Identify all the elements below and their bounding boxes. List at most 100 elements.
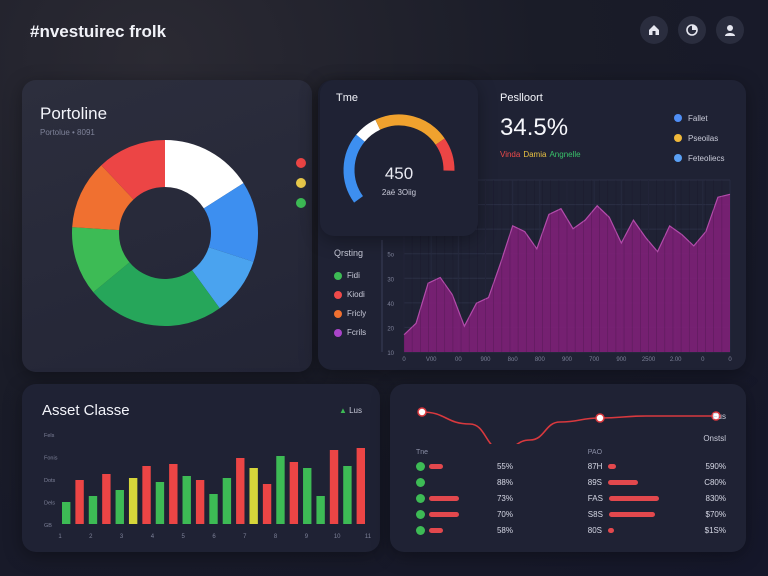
area-x-tick: 900	[480, 357, 491, 363]
performance-legend-swatch	[674, 114, 682, 122]
growth-item-1: Fidi	[334, 266, 366, 285]
line-table-card: Fus Onstsl Tne PAO 55% 87H 590% 88% 89S C80% 7…	[390, 384, 746, 552]
growth-title: Qrsting	[334, 248, 364, 258]
gauge-segment-3	[375, 114, 445, 145]
table-col-1: Tne	[416, 448, 429, 456]
area-x-tick: 8o0	[508, 357, 519, 363]
table-col-3: PAO	[587, 448, 603, 456]
asset-bar-19	[303, 468, 312, 524]
growth-label: Fricly	[347, 309, 367, 318]
trend-point-2	[595, 413, 605, 423]
area-x-tick: 2500	[642, 357, 656, 363]
asset-legend: ▲ Lus	[339, 406, 362, 415]
portfolio-card: Portoline Portolue • 8091	[22, 80, 312, 372]
row-status-dot	[416, 493, 425, 503]
asset-bar-20	[316, 496, 325, 524]
area-fill	[404, 194, 730, 352]
holdings-table: Tne PAO 55% 87H 590% 88% 89S C80% 73% FAS 830% 70…	[416, 446, 726, 538]
trend-line	[421, 411, 716, 444]
row-cell-bar	[416, 461, 497, 471]
growth-swatch	[334, 328, 342, 337]
performance-value: 34.5%	[500, 114, 569, 141]
asset-bar-18	[289, 462, 299, 524]
mini-legend-item-1: Vinda	[500, 150, 521, 159]
line-legend: Fus Onstsl	[703, 406, 726, 450]
row-cell-value: $70%	[705, 509, 726, 519]
row-bar-a	[429, 527, 443, 533]
line-legend-bottom: Onstsl	[703, 434, 726, 443]
bar-x-tick: 8	[274, 534, 278, 540]
bar-x-tick: 1	[58, 534, 62, 540]
row-bar-a	[429, 463, 443, 469]
bar-y-tick: Fonis	[44, 456, 58, 462]
growth-label: Fidi	[347, 271, 360, 280]
row-cell-code: 87H	[588, 462, 687, 471]
asset-class-card: Asset Classe ▲ Lus Fels Fonis Dots Dels GB 1 2…	[22, 384, 380, 552]
asset-bar-5	[115, 490, 124, 524]
gauge-title: Tme	[336, 92, 358, 104]
gauge-card: Tme 450 2aë 3Oiig	[320, 80, 478, 236]
table-header: Tne PAO	[416, 446, 726, 458]
asset-bar-16	[262, 484, 272, 524]
mini-legend-item-3: Angnelle	[549, 150, 581, 159]
donut-slice-2	[203, 183, 258, 262]
row-cell-value: 590%	[705, 461, 726, 471]
performance-legend-item-3: Feteoliecs	[674, 148, 724, 168]
bar-x-tick: 5	[182, 534, 186, 540]
performance-legend-label: Pseoilas	[688, 133, 719, 143]
row-bar-c	[608, 463, 617, 469]
trend-line-chart	[417, 407, 721, 444]
portfolio-legend-dot-1	[296, 158, 306, 168]
row-code-text: 89S	[587, 477, 603, 487]
row-cell-percent: 55%	[496, 461, 513, 471]
table-row: 58% 80S $1S%	[416, 522, 726, 538]
row-status-dot	[416, 477, 425, 487]
row-cell-bar	[416, 493, 497, 503]
gauge-segment-4	[435, 138, 455, 171]
asset-bar-21	[329, 450, 339, 524]
growth-item-4: Fcrils	[334, 323, 366, 342]
performance-mini-legend: Vinda Damia Angnelle	[500, 150, 584, 159]
asset-legend-label: Lus	[349, 406, 362, 415]
row-bar-c	[608, 479, 639, 485]
asset-bar-13	[222, 478, 232, 524]
row-cell-code: FAS	[588, 494, 687, 503]
area-x-tick: 00	[455, 357, 462, 363]
row-status-dot	[416, 461, 425, 471]
performance-legend: Fallet Pseoilas Feteoliecs	[674, 108, 724, 168]
row-cell-percent: 88%	[496, 477, 513, 487]
bar-y-tick: Dels	[44, 501, 55, 507]
donut-slice-1	[165, 140, 244, 209]
asset-bar-17	[276, 456, 285, 524]
asset-bar-chart: Fels Fonis Dots Dels GB 1 2 3 4 5 6 7 8 9 10 11	[44, 433, 372, 540]
row-bar-c	[608, 527, 615, 533]
gauge-segment-1	[343, 134, 365, 203]
growth-label: Fcrils	[347, 328, 367, 337]
area-x-tick: 0	[402, 357, 406, 363]
growth-label: Kiodi	[347, 290, 365, 299]
bar-x-tick: 9	[305, 534, 309, 540]
portfolio-title: Portoline	[40, 104, 108, 123]
area-line	[403, 193, 731, 336]
row-cell-percent: 73%	[496, 493, 513, 503]
asset-bar-8	[155, 482, 165, 524]
chart-icon[interactable]	[678, 16, 706, 44]
table-row: 73% FAS 830%	[416, 490, 726, 506]
row-bar-a	[429, 511, 459, 517]
user-icon[interactable]	[716, 16, 744, 44]
growth-swatch	[334, 290, 342, 299]
table-row: 88% 89S C80%	[416, 474, 726, 490]
line-legend-top: Fus	[712, 412, 726, 421]
donut-slice-7	[101, 140, 165, 200]
asset-bar-11	[195, 480, 205, 524]
row-cell-bar	[416, 525, 497, 535]
row-cell-value: C80%	[704, 477, 726, 487]
performance-legend-swatch	[674, 134, 682, 142]
area-y-tick: 20	[387, 326, 394, 332]
asset-bar-23	[356, 448, 365, 524]
row-cell-percent: 70%	[496, 509, 513, 519]
home-icon[interactable]	[640, 16, 668, 44]
area-x-tick: 0	[728, 357, 732, 363]
bar-x-tick: 7	[243, 534, 247, 540]
table-row: 70% S8S $70%	[416, 506, 726, 522]
